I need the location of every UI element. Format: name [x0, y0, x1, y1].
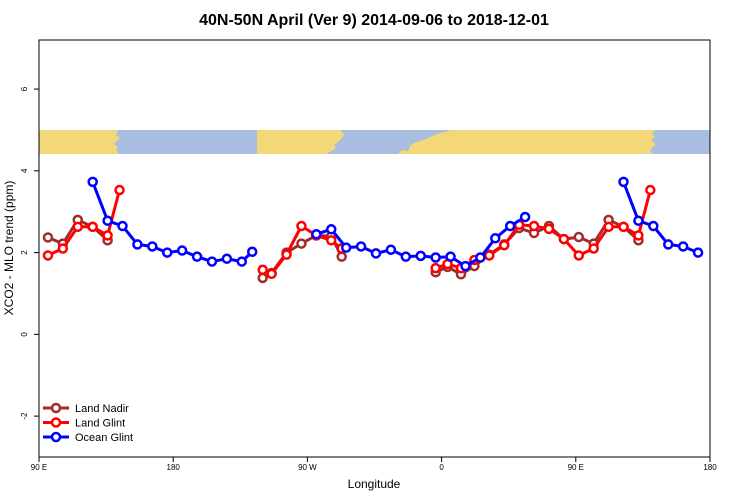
- x-tick-label: 180: [167, 463, 181, 472]
- data-point-land-glint: [484, 250, 495, 261]
- data-point-land-glint: [558, 233, 570, 245]
- data-point-land-glint: [102, 230, 113, 241]
- data-point-ocean-glint: [246, 246, 258, 258]
- data-point-ocean-glint: [340, 242, 352, 253]
- y-tick-label: -2: [20, 412, 29, 420]
- legend-label: Land Glint: [75, 418, 125, 430]
- data-point-ocean-glint: [191, 251, 203, 262]
- data-point-ocean-glint: [430, 252, 441, 263]
- legend-label: Ocean Glint: [75, 432, 133, 444]
- data-point-land-glint: [326, 235, 337, 246]
- data-point-land-nadir: [42, 232, 54, 243]
- data-point-land-glint: [588, 243, 599, 254]
- data-point-land-glint: [281, 249, 292, 260]
- data-point-ocean-glint: [355, 241, 367, 252]
- legend-swatch-marker: [50, 431, 62, 443]
- data-point-ocean-glint: [176, 245, 188, 256]
- data-point-ocean-glint: [460, 260, 471, 272]
- y-tick-label: 4: [20, 168, 29, 173]
- data-point-ocean-glint: [490, 233, 501, 244]
- data-point-land-glint: [296, 220, 307, 232]
- map-land-north-america: [257, 130, 344, 154]
- data-point-ocean-glint: [87, 176, 98, 188]
- data-point-ocean-glint: [132, 239, 143, 250]
- data-point-land-glint: [645, 184, 656, 196]
- data-point-land-glint: [618, 221, 629, 233]
- data-point-ocean-glint: [475, 252, 486, 263]
- data-point-ocean-glint: [618, 176, 629, 188]
- data-point-land-glint: [114, 184, 125, 196]
- data-point-land-glint: [430, 262, 441, 274]
- map-strip: [39, 130, 710, 154]
- x-tick-label: 90 E: [568, 463, 584, 472]
- map-land-asia-west: [39, 130, 120, 154]
- data-point-ocean-glint: [692, 247, 704, 258]
- legend: Land Nadir Land Glint Ocean Glint: [43, 402, 133, 444]
- legend-item-ocean-glint: Ocean Glint: [43, 431, 133, 444]
- data-point-land-nadir: [573, 231, 585, 243]
- axes: 90 E 180 90 W 0 90 E 180 -2 0 2 4 6: [20, 86, 717, 472]
- data-point-land-glint: [543, 223, 555, 235]
- data-point-ocean-glint: [102, 215, 113, 226]
- chart-title: 40N-50N April (Ver 9) 2014-09-06 to 2018…: [199, 12, 549, 29]
- data-point-land-nadir: [296, 238, 307, 249]
- series-land-glint: [42, 184, 656, 280]
- data-point-land-glint: [87, 221, 98, 233]
- data-point-ocean-glint: [147, 241, 158, 252]
- legend-item-land-glint: Land Glint: [43, 417, 125, 430]
- data-point-ocean-glint: [400, 251, 412, 262]
- data-point-ocean-glint: [633, 215, 644, 226]
- legend-item-land-nadir: Land Nadir: [43, 402, 129, 415]
- data-point-ocean-glint: [519, 211, 531, 223]
- data-point-ocean-glint: [415, 250, 426, 262]
- data-point-land-glint: [57, 243, 69, 254]
- data-point-land-glint: [573, 250, 585, 261]
- data-point-ocean-glint: [677, 241, 689, 252]
- data-point-ocean-glint: [445, 251, 456, 262]
- data-point-ocean-glint: [326, 224, 337, 235]
- x-tick-label: 180: [703, 463, 717, 472]
- y-tick-label: 0: [20, 332, 29, 337]
- legend-label: Land Nadir: [75, 403, 129, 415]
- data-point-ocean-glint: [236, 256, 248, 267]
- data-point-land-glint: [603, 221, 614, 233]
- x-axis-label: Longitude: [348, 477, 401, 491]
- map-land-europe-asia: [398, 130, 656, 154]
- x-tick-label: 90 W: [298, 463, 317, 472]
- data-point-land-glint: [42, 250, 54, 261]
- data-point-land-glint: [633, 230, 644, 241]
- plot-frame: [38, 39, 711, 458]
- y-tick-label: 2: [20, 250, 29, 255]
- y-tick-label: 6: [20, 86, 29, 91]
- data-point-ocean-glint: [311, 228, 322, 240]
- legend-swatch-marker: [50, 402, 62, 414]
- x-tick-label: 90 E: [31, 463, 47, 472]
- data-point-land-glint: [257, 264, 268, 276]
- series-layer: [42, 176, 704, 284]
- data-point-ocean-glint: [117, 220, 128, 232]
- y-axis-label: XCO2 - MLO trend (ppm): [2, 181, 16, 316]
- data-point-land-glint: [498, 239, 510, 251]
- series-ocean-glint: [87, 176, 704, 272]
- data-point-ocean-glint: [648, 220, 659, 232]
- x-tick-label: 0: [439, 463, 444, 472]
- data-point-ocean-glint: [385, 244, 397, 255]
- data-point-land-glint: [266, 268, 277, 280]
- data-point-ocean-glint: [662, 239, 674, 250]
- data-point-ocean-glint: [221, 253, 233, 264]
- data-point-land-glint: [528, 220, 540, 232]
- legend-swatch-marker: [50, 417, 62, 428]
- data-point-ocean-glint: [206, 256, 218, 267]
- data-point-land-nadir: [257, 272, 268, 284]
- data-point-ocean-glint: [504, 220, 516, 232]
- data-point-land-nadir: [336, 251, 347, 262]
- data-point-ocean-glint: [161, 247, 173, 258]
- data-point-ocean-glint: [370, 248, 382, 259]
- series-line-land-glint: [435, 189, 652, 270]
- data-point-land-glint: [72, 221, 84, 233]
